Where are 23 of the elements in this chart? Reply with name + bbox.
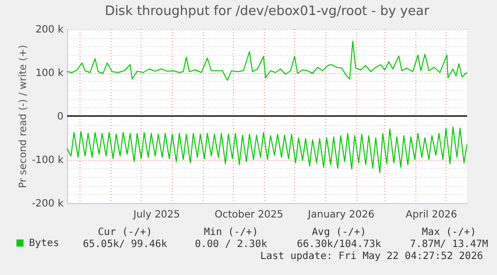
text: 0.00 / 2.30k	[194, 239, 268, 250]
y-tick-label: -100 k	[32, 155, 64, 166]
line-series	[66, 40, 468, 81]
x-tick-label: January 2026	[306, 210, 374, 220]
text: Last update: Fri May 22 04:27:52 2026	[260, 251, 483, 262]
line-series	[66, 126, 468, 174]
y-tick-label: -200 k	[32, 198, 64, 210]
text: Avg (-/+)	[312, 227, 366, 238]
text: Cur (-/+)	[98, 227, 152, 238]
text: 7.87M/ 13.47M	[410, 239, 488, 250]
y-axis-title: Pr second read (-) / write (+)	[18, 44, 29, 188]
text: Min (-/+)	[204, 227, 258, 238]
y-tick-label: 200 k	[35, 24, 64, 36]
text: Max (-/+)	[422, 227, 476, 238]
chart-title: Disk throughput for /dev/ebox01-vg/root - by year	[104, 4, 430, 19]
y-tick-label: 100 k	[35, 68, 64, 79]
x-tick-label: July 2025	[132, 210, 180, 220]
x-tick-label: October 2025	[214, 210, 284, 220]
text: 65.05k/ 99.46k	[82, 239, 168, 250]
legend-label: Bytes	[29, 238, 60, 249]
x-tick-label: April 2026	[406, 210, 458, 220]
y-tick-label: 0	[57, 112, 64, 122]
text: 66.30k/104.73k	[296, 239, 382, 250]
